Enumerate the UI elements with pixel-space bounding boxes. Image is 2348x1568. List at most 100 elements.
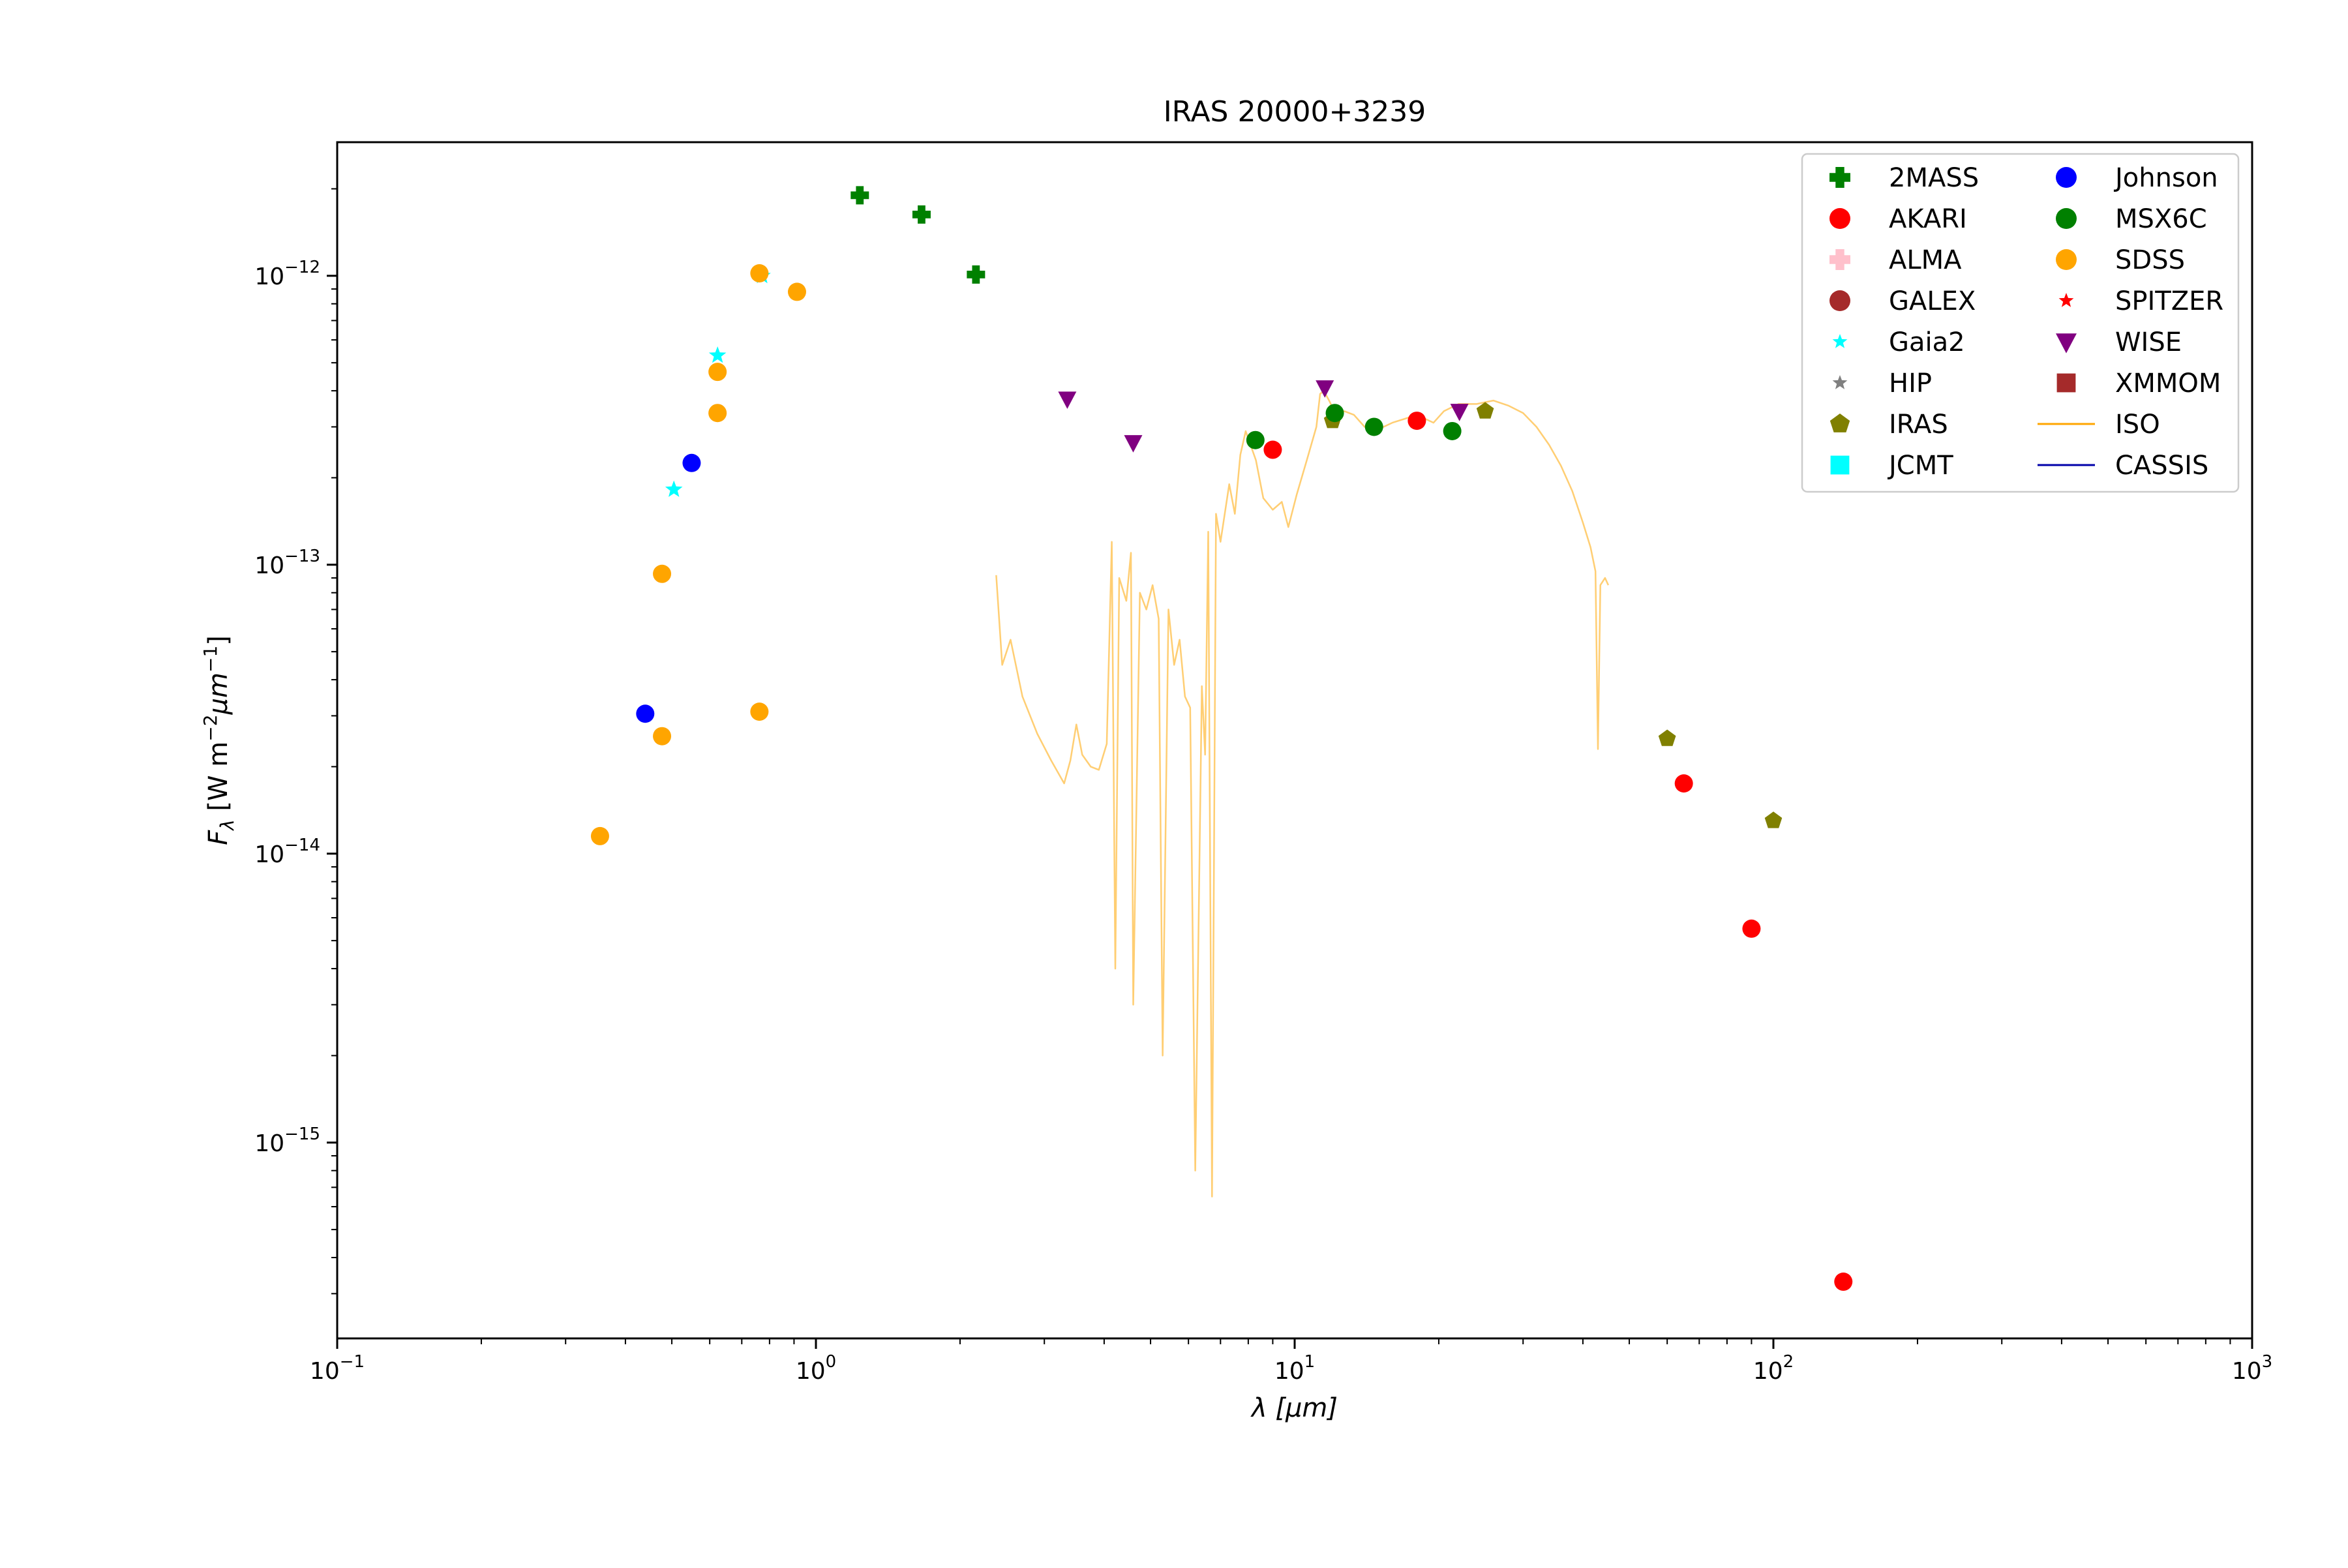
data-point-johnson <box>636 704 655 723</box>
data-point-gaia2 <box>665 480 683 497</box>
x-tick-exponent: 3 <box>2262 1352 2273 1372</box>
y-label-close: ] <box>203 635 233 646</box>
legend-marker-msx6c <box>2056 208 2077 229</box>
legend-item-gaia2: Gaia2 <box>1832 327 1965 357</box>
legend-label-sdss: SDSS <box>2115 245 2185 275</box>
y-tick-base: 10 <box>254 841 284 868</box>
y-label-exp-a: −2 <box>200 714 221 741</box>
x-tick-exponent: 2 <box>1783 1352 1794 1372</box>
y-tick-exponent: −13 <box>284 547 320 566</box>
data-point-msx6c <box>1364 417 1383 436</box>
legend-label-xmmom: XMMOM <box>2115 369 2221 399</box>
data-point-wise <box>1316 380 1334 398</box>
x-tick-label: 102 <box>1753 1352 1794 1385</box>
legend-label-jcmt: JCMT <box>1887 451 1953 481</box>
y-label-flux-symbol: F <box>203 830 233 845</box>
data-point-iras <box>1658 729 1676 746</box>
y-label-exp-b: −1 <box>200 646 221 672</box>
data-layer <box>590 186 1853 1291</box>
series-msx6c <box>1246 404 1462 449</box>
x-tick-base: 10 <box>2232 1358 2262 1385</box>
legend-marker-jcmt <box>1830 455 1850 475</box>
data-point-akari <box>1407 412 1426 430</box>
legend-label-alma: ALMA <box>1889 245 1962 275</box>
data-point-wise <box>1058 391 1077 409</box>
legend-item-iso: ISO <box>2038 410 2160 440</box>
data-point-msx6c <box>1443 421 1462 440</box>
legend-marker-gaia2 <box>1832 334 1848 348</box>
x-axis-label: λ [μm] <box>1250 1393 1338 1423</box>
y-tick-label: 10−13 <box>254 547 320 579</box>
series-johnson <box>636 453 701 723</box>
data-point-iras <box>1764 811 1783 828</box>
y-label-micron: μm <box>203 672 233 715</box>
legend-marker-xmmom <box>2056 373 2076 393</box>
data-point-johnson <box>682 453 701 472</box>
data-point-sdss <box>653 727 672 746</box>
data-point-2mass <box>967 265 986 284</box>
x-tick-label: 103 <box>2232 1352 2272 1385</box>
data-point-sdss <box>787 282 806 301</box>
x-tick-label: 100 <box>796 1352 836 1385</box>
legend-item-hip: HIP <box>1832 369 1932 399</box>
legend-item-alma: ALMA <box>1829 245 1962 275</box>
legend-item-iras: IRAS <box>1829 410 1948 440</box>
legend-frame <box>1801 153 2240 493</box>
x-tick-exponent: 0 <box>826 1352 837 1372</box>
legend-marker-akari <box>1829 208 1850 229</box>
legend-marker-hip <box>1832 375 1848 389</box>
data-point-sdss <box>750 702 769 721</box>
y-tick-label: 10−12 <box>254 258 320 290</box>
legend-item-akari: AKARI <box>1829 204 1967 234</box>
data-point-akari <box>1834 1273 1853 1291</box>
legend-label-johnson: Johnson <box>2113 163 2218 193</box>
spectrum-iso <box>995 389 1610 1198</box>
y-tick-label: 10−14 <box>254 836 320 868</box>
data-point-wise <box>1124 435 1143 453</box>
series-2mass <box>850 186 986 284</box>
legend-marker-2mass <box>1829 167 1850 188</box>
legend-label-iso: ISO <box>2115 410 2160 440</box>
x-tick-label: 10−1 <box>310 1352 365 1385</box>
y-tick-exponent: −12 <box>284 258 320 277</box>
legend-marker-alma <box>1829 249 1850 270</box>
y-axis-label: Fλ [W m−2μm−1] <box>200 635 238 845</box>
x-tick-exponent: −1 <box>340 1352 365 1372</box>
data-point-gaia2 <box>708 346 727 363</box>
data-point-msx6c <box>1246 430 1265 449</box>
legend-marker-iras <box>1829 414 1850 432</box>
legend-marker-sdss <box>2056 249 2077 270</box>
x-tick-base: 10 <box>1274 1358 1304 1385</box>
legend-item-spitzer: SPITZER <box>2058 286 2223 316</box>
legend-label-akari: AKARI <box>1889 204 1967 234</box>
y-tick-label: 10−15 <box>254 1124 320 1157</box>
legend-marker-galex <box>1829 290 1850 311</box>
legend-label-hip: HIP <box>1889 369 1932 399</box>
legend-marker-spitzer <box>2058 293 2074 307</box>
data-point-sdss <box>653 564 672 583</box>
data-point-akari <box>1263 440 1282 459</box>
y-tick-base: 10 <box>254 552 284 579</box>
data-point-sdss <box>708 404 727 423</box>
legend-label-gaia2: Gaia2 <box>1889 327 1965 357</box>
data-point-msx6c <box>1325 404 1344 423</box>
legend: 2MASS AKARI ALMA GALEX Gaia2 HIP IRAS JCMT Johns… <box>1801 153 2240 493</box>
data-point-akari <box>1674 774 1693 793</box>
legend-item-xmmom: XMMOM <box>2056 369 2221 399</box>
x-tick-base: 10 <box>1753 1358 1783 1385</box>
data-point-2mass <box>912 205 931 224</box>
legend-label-wise: WISE <box>2115 327 2182 357</box>
data-point-sdss <box>708 363 727 382</box>
legend-label-galex: GALEX <box>1889 286 1976 316</box>
legend-label-spitzer: SPITZER <box>2115 286 2223 316</box>
y-tick-base: 10 <box>254 264 284 290</box>
x-tick-exponent: 1 <box>1304 1352 1316 1372</box>
legend-label-iras: IRAS <box>1889 410 1948 440</box>
y-tick-exponent: −14 <box>284 836 320 855</box>
y-label-units: [W m <box>203 742 233 820</box>
legend-item-sdss: SDSS <box>2056 245 2185 275</box>
x-tick-label: 101 <box>1274 1352 1315 1385</box>
x-tick-base: 10 <box>796 1358 826 1385</box>
